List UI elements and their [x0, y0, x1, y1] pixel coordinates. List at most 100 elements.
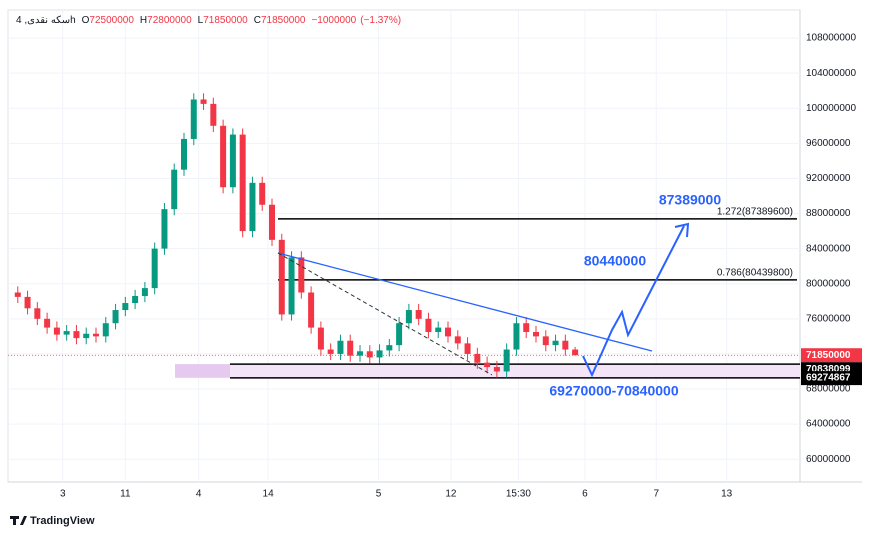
candle-body: [249, 182, 256, 232]
header-item: H: [140, 15, 147, 26]
candle-body: [181, 138, 187, 170]
candle-body: [513, 323, 520, 350]
candle-body: [425, 318, 432, 332]
candle-body: [493, 367, 500, 372]
candle-body: [44, 318, 51, 328]
y-tick-label: 92000000: [806, 173, 851, 184]
header-item: 71850000: [203, 15, 248, 26]
x-tick-label: 6: [582, 489, 588, 500]
candle-body: [288, 257, 295, 315]
header-item: 71850000: [261, 15, 306, 26]
logo-mark: [10, 516, 27, 525]
candle-body: [278, 239, 285, 315]
price-tag-label: 71850000: [806, 350, 851, 361]
candle-body: [34, 308, 41, 319]
brand-text: TradingView: [30, 515, 95, 527]
y-tick-label: 100000000: [806, 103, 856, 114]
zone: [230, 364, 800, 378]
candle-body: [53, 327, 60, 335]
x-tick-label: 13: [721, 489, 733, 500]
fib-label: 0.786(80439800): [717, 268, 793, 279]
header-item: O: [82, 15, 90, 26]
x-tick-label: 5: [376, 489, 382, 500]
y-tick-label: 60000000: [806, 454, 851, 465]
y-tick-label: 104000000: [806, 68, 856, 79]
candle-body: [337, 340, 344, 354]
candle-body: [562, 340, 569, 350]
candle-body: [171, 169, 178, 210]
candle-body: [132, 296, 139, 304]
y-tick-label: 68000000: [806, 384, 851, 395]
x-tick-label: 7: [653, 489, 659, 500]
candle-body: [93, 333, 99, 337]
candle-body: [24, 296, 31, 309]
candle-body: [327, 349, 334, 354]
candle-body: [122, 303, 129, 311]
trend-line: [277, 252, 653, 352]
candle-body: [308, 292, 315, 328]
candle-body: [386, 345, 393, 351]
price-tag: [801, 348, 862, 363]
candle-body: [73, 331, 80, 339]
candle-body: [533, 331, 539, 337]
header-item: 72500000: [89, 15, 134, 26]
x-tick-label: 12: [445, 489, 457, 500]
candle-body: [269, 204, 275, 240]
candle-body: [102, 323, 109, 337]
candle-body: [454, 336, 461, 344]
dashed-trend-line: [277, 252, 493, 376]
candle-body: [317, 327, 324, 350]
x-tick-label: 15:30: [506, 489, 531, 500]
candle-body: [210, 103, 217, 126]
y-tick-label: 88000000: [806, 208, 851, 219]
candle-body: [141, 288, 148, 297]
y-tick-label: 84000000: [806, 243, 851, 254]
candle-body: [445, 327, 451, 337]
candle-body: [200, 99, 207, 104]
y-tick-label: 96000000: [806, 138, 851, 149]
candle-body: [83, 333, 90, 339]
candle-body: [14, 292, 21, 297]
y-tick-label: 80000000: [806, 278, 851, 289]
candle-body: [229, 134, 236, 188]
target-label: 80440000: [584, 253, 647, 269]
candle-body: [298, 257, 305, 293]
header-item: C: [254, 15, 261, 26]
zone-label: 69270000-70840000: [549, 383, 678, 399]
brand-logo: TradingView: [10, 515, 95, 527]
price-tag: [801, 371, 862, 386]
candle-body: [190, 99, 197, 139]
price-tag-label: 69274867: [806, 373, 851, 384]
header: سکه نقدی, 4h O72500000 H72800000 L71850000 C…: [16, 15, 401, 26]
x-tick-label: 14: [263, 489, 275, 500]
layer: [8, 10, 800, 482]
zone-left: [175, 364, 230, 378]
header-item: L: [198, 15, 204, 26]
y-tick-label: 108000000: [806, 33, 856, 44]
candle-body: [366, 351, 373, 358]
header-item: 72800000: [147, 15, 192, 26]
target-label: 87389000: [659, 192, 722, 208]
fib-label: 1.272(87389600): [717, 207, 793, 218]
header-item: −1000000: [311, 15, 356, 26]
candle-body: [259, 182, 266, 205]
candle-body: [405, 310, 412, 324]
candle-body: [484, 362, 491, 368]
candle-body: [503, 349, 510, 372]
candle-body: [112, 310, 119, 324]
candle-body: [415, 310, 422, 319]
candle-body: [239, 134, 246, 232]
candle-body: [151, 248, 158, 289]
x-tick-label: 3: [60, 489, 66, 500]
candle-body: [464, 343, 471, 354]
candle-body: [357, 351, 363, 356]
candle-body: [347, 340, 354, 356]
candle-body: [435, 327, 442, 332]
projection-arrow: [582, 225, 685, 378]
plot-frame: [7, 9, 801, 483]
header-item: (−1.37%): [360, 15, 401, 26]
candle-body: [542, 336, 549, 346]
candle-body: [552, 340, 559, 346]
candle-body: [572, 349, 579, 356]
